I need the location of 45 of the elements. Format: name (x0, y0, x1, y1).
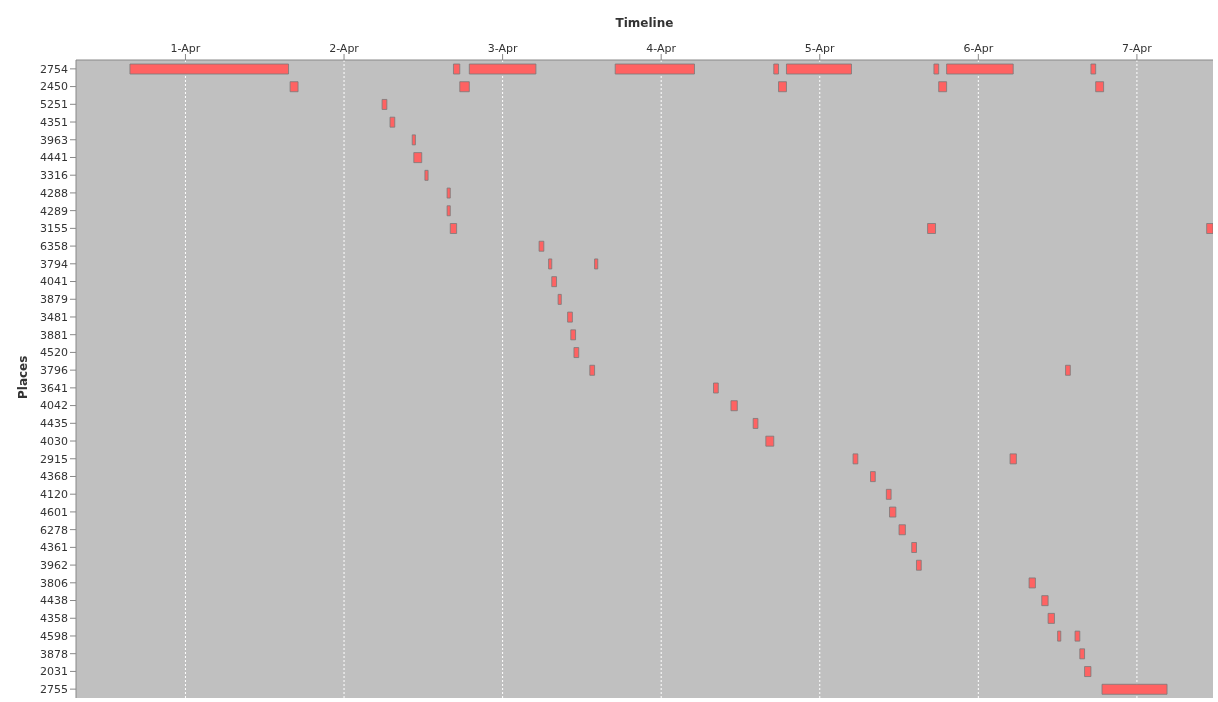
y-tick-label: 4361 (40, 541, 68, 555)
x-tick-label: 3-Apr (487, 42, 518, 55)
y-tick-label: 4368 (40, 470, 68, 484)
y-tick-label: 4598 (40, 629, 68, 643)
y-tick-label: 3794 (40, 257, 68, 271)
y-tick-label: 4288 (40, 186, 68, 200)
y-tick-label: 3155 (40, 222, 68, 236)
y-tick-label: 2915 (40, 452, 68, 466)
y-tick-label: 3481 (40, 310, 68, 324)
y-tick-label: 4041 (40, 275, 68, 289)
y-tick-label: 4441 (40, 151, 68, 165)
y-tick-label: 4120 (40, 488, 68, 502)
y-tick-label: 6278 (40, 523, 68, 537)
y-tick-label: 3796 (40, 364, 68, 378)
x-tick-label: 7-Apr (1122, 42, 1153, 55)
y-tick-label: 3641 (40, 381, 68, 395)
y-tick-label: 3963 (40, 133, 68, 147)
y-tick-label: 4351 (40, 115, 68, 129)
y-axis-title: Places (16, 355, 31, 399)
y-tick-label: 3881 (40, 328, 68, 342)
y-tick-label: 4435 (40, 417, 68, 431)
x-tick-label: 5-Apr (804, 42, 836, 55)
x-tick-label: 4-Apr (646, 42, 677, 55)
y-tick-label: 4438 (40, 594, 68, 608)
y-tick-label: 3878 (40, 647, 68, 661)
y-tick-label: 3879 (40, 293, 68, 307)
x-tick-label: 1-Apr (170, 42, 201, 55)
y-tick-label: 4601 (40, 505, 68, 519)
y-tick-label: 4289 (40, 204, 68, 218)
y-tick-label: 3962 (40, 558, 68, 572)
y-tick-label: 4520 (40, 346, 68, 360)
y-tick-label: 4030 (40, 434, 68, 448)
x-tick-label: 2-Apr (329, 42, 360, 55)
x-tick-label: 6-Apr (963, 42, 994, 55)
x-axis-title: Timeline (615, 15, 674, 30)
y-tick-label: 2031 (40, 665, 68, 679)
y-tick-label: 4358 (40, 612, 68, 626)
y-tick-label: 2450 (40, 80, 68, 94)
y-tick-label: 4042 (40, 399, 68, 413)
y-tick-label: 2755 (40, 683, 68, 697)
y-tick-label: 2754 (40, 62, 68, 76)
y-tick-label: 6358 (40, 239, 68, 253)
y-tick-label: 3806 (40, 576, 68, 590)
y-tick-label: 5251 (40, 98, 68, 112)
y-tick-label: 3316 (40, 169, 68, 183)
